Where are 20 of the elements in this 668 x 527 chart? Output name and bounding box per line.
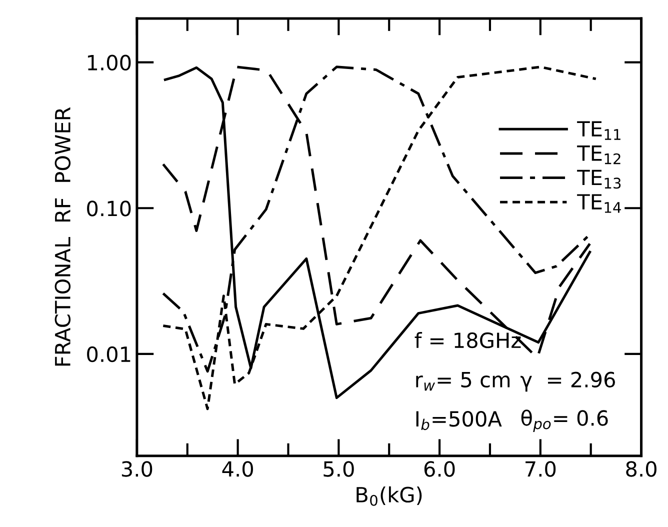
annotation: I$_{b}$=500A bbox=[416, 410, 502, 430]
x-tick-label: 6.0 bbox=[424, 461, 455, 477]
y-axis-title: FRACTIONAL RF POWER bbox=[54, 107, 71, 366]
x-tick-label: 3.0 bbox=[122, 461, 152, 477]
legend-label: TE$_{14}$ bbox=[577, 194, 621, 213]
y-tick-label: 0.01 bbox=[87, 346, 130, 362]
y-tick-label: 0.10 bbox=[87, 200, 131, 216]
y-tick-label: 1.00 bbox=[88, 54, 131, 71]
x-tick-label: 4.0 bbox=[222, 461, 253, 477]
x-axis-title: B$_{0}$(kG) bbox=[356, 486, 422, 506]
legend-label: TE$_{12}$ bbox=[577, 146, 620, 164]
x-tick-label: 5.0 bbox=[324, 461, 354, 477]
x-tick-label: 7.0 bbox=[526, 461, 556, 477]
legend-label: TE$_{11}$ bbox=[577, 121, 620, 140]
legend-label: TE$_{13}$ bbox=[577, 170, 621, 189]
annotation: θ$_{po}$= 0.6 bbox=[521, 410, 608, 432]
annotation: r$_{w}$= 5 cm bbox=[416, 372, 510, 391]
x-tick-label: 8.0 bbox=[626, 461, 656, 477]
annotation: γ = 2.96 bbox=[520, 372, 615, 392]
annotation: f = 18GHz bbox=[414, 332, 521, 348]
